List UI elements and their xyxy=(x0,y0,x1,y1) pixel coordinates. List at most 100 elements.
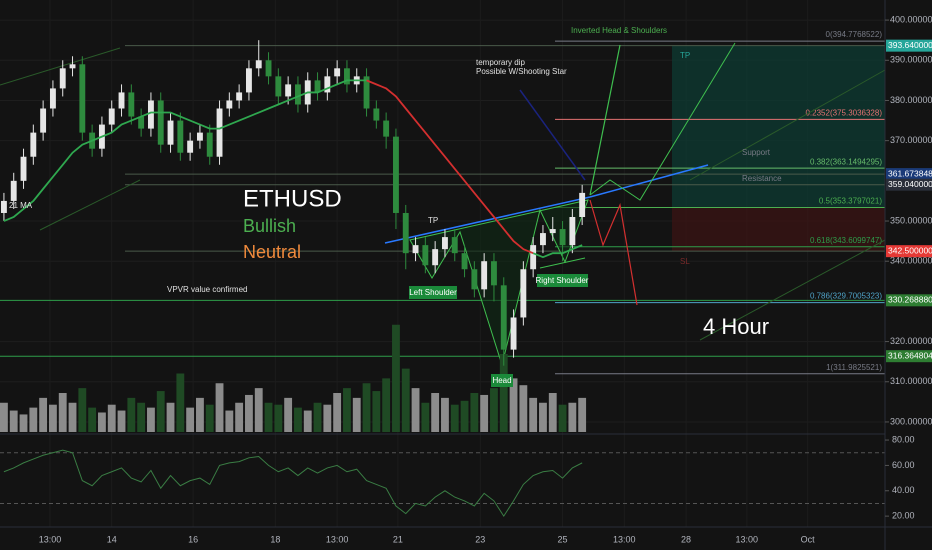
price-label: 361.6738481 xyxy=(888,168,932,178)
price-label-box xyxy=(886,178,932,191)
candle-body xyxy=(0,200,7,213)
volume-bar xyxy=(88,407,97,432)
label-box xyxy=(491,374,513,387)
volume-bar xyxy=(392,324,400,432)
channel-line xyxy=(39,179,141,231)
candle-body xyxy=(10,180,17,201)
x-tick-label: 23 xyxy=(475,534,485,544)
candle-body xyxy=(49,88,56,109)
volume-bar xyxy=(58,393,67,432)
volume-bar xyxy=(401,368,410,432)
candle-body xyxy=(334,68,341,77)
volume-bar xyxy=(352,397,361,432)
volume-bar xyxy=(450,404,459,432)
candle-body xyxy=(383,120,390,137)
x-tick-label: 21 xyxy=(393,534,403,544)
target-path xyxy=(589,42,736,201)
volume-bar xyxy=(490,388,498,432)
candle-body xyxy=(285,84,292,97)
volume-bar xyxy=(19,414,28,432)
candle-body xyxy=(451,237,458,254)
volume-bar xyxy=(509,378,518,432)
price-label-box xyxy=(886,39,932,52)
candle-body xyxy=(363,76,370,109)
volume-bar xyxy=(186,407,195,432)
price-label-box xyxy=(886,350,932,363)
candle-body xyxy=(500,285,507,350)
moving-average xyxy=(366,79,534,255)
volume-bar xyxy=(313,402,322,432)
y-tick-label: 340.0000000 xyxy=(890,256,932,266)
x-tick-label: 14 xyxy=(107,534,117,544)
dip-label: temporary dip xyxy=(476,58,525,67)
volume-bar xyxy=(372,391,381,432)
volume-bar xyxy=(264,402,273,432)
volume-bar xyxy=(539,402,547,432)
volume-bar xyxy=(0,402,8,432)
volume-bar xyxy=(205,404,214,432)
price-label: 316.3648040 xyxy=(888,350,932,360)
fib-label: 0.2352(375.3036328) xyxy=(805,108,882,117)
candle-body xyxy=(530,245,537,270)
x-tick-label: 13:00 xyxy=(613,534,636,544)
candle-body xyxy=(432,249,439,266)
volume-bar xyxy=(107,404,116,432)
candle-body xyxy=(549,229,556,234)
channel-line xyxy=(0,47,121,86)
background-layer: 0(394.7768522) 0.2352(375.3036328) 0.382(3… xyxy=(0,30,885,375)
bullish-label: Bullish xyxy=(243,216,296,236)
volume-bar xyxy=(68,402,77,432)
candle-body xyxy=(344,68,350,85)
volume-bar xyxy=(117,410,126,432)
volume-bar xyxy=(235,402,244,432)
x-tick-label: 13:00 xyxy=(736,534,759,544)
volume-bar xyxy=(431,393,440,432)
candle-body xyxy=(540,233,546,246)
fib-label: 1(311.9825521) xyxy=(826,363,882,372)
candle-body xyxy=(59,68,66,89)
candle-body xyxy=(461,253,468,270)
channel-line xyxy=(699,239,886,341)
candle-body xyxy=(245,68,252,93)
price-label-box xyxy=(886,294,932,307)
candle-body xyxy=(422,245,429,266)
volume-bar xyxy=(548,393,557,432)
x-tick-label: Oct xyxy=(801,534,816,544)
candle-body xyxy=(295,84,301,105)
candle-body xyxy=(226,100,233,109)
fib-label: 0(394.7768522) xyxy=(826,30,883,39)
candle-body xyxy=(491,261,497,286)
price-label: 330.2688809 xyxy=(888,295,932,305)
volume-bar xyxy=(441,397,449,432)
volume-bar xyxy=(39,397,48,432)
candle-body xyxy=(79,64,86,133)
volume-bar xyxy=(421,402,430,432)
candle-body xyxy=(314,80,321,93)
volume-bar xyxy=(245,394,253,432)
volume-bar xyxy=(147,407,155,432)
volume-bar xyxy=(294,407,302,432)
volume-bar xyxy=(127,397,136,432)
candle-body xyxy=(393,136,399,213)
volume-bar xyxy=(460,400,469,432)
fib-label: 0.5(353.3797021) xyxy=(819,197,883,206)
price-label: 359.0400000 xyxy=(888,179,932,189)
x-tick-label: 25 xyxy=(558,534,568,544)
rsi-tick-label: 60.00 xyxy=(892,460,915,470)
stop-loss-zone xyxy=(672,206,885,252)
candle-body xyxy=(157,100,164,145)
label-box xyxy=(537,274,588,287)
candle-body xyxy=(167,120,174,145)
y-tick-label: 300.0000000 xyxy=(890,416,932,426)
candle-body xyxy=(402,212,409,254)
candle-body xyxy=(324,76,331,93)
right-shoulder-label: Right Shoulder xyxy=(536,276,589,285)
candle-body xyxy=(255,60,262,69)
volume-bar xyxy=(78,388,87,432)
left-shoulder-label: Left Shoulder xyxy=(409,288,457,297)
candle-body xyxy=(147,100,154,129)
volume-bar xyxy=(578,397,587,432)
price-label: 393.6400000 xyxy=(888,40,932,50)
candle-body xyxy=(187,140,194,153)
